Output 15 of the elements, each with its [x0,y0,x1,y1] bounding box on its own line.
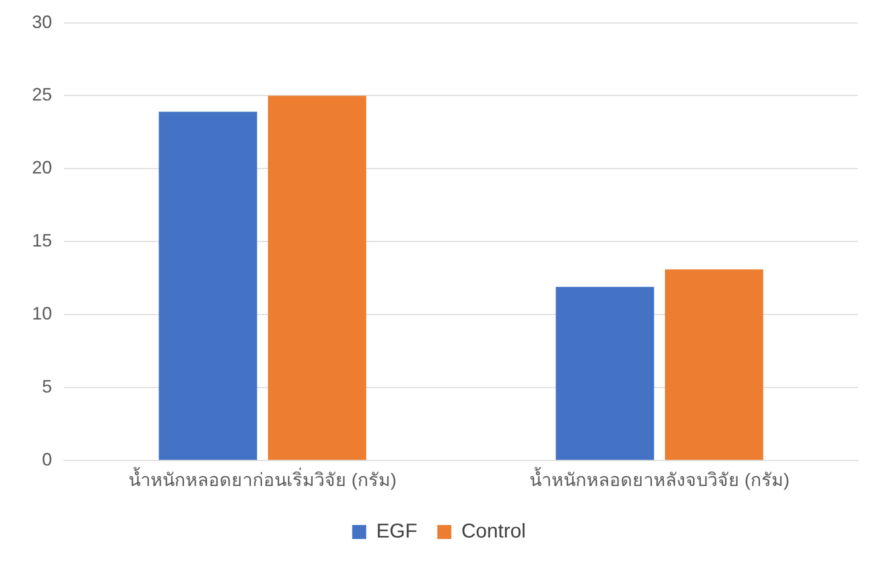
bar [664,269,764,460]
x-tick-label: น้ำหนักหลอดยาก่อนเริ่มวิจัย (กรัม) [128,467,397,490]
legend-label: EGF [376,520,418,543]
y-tick-label: 30 [32,12,52,32]
y-tick-label: 0 [42,449,52,470]
y-tick-label: 20 [32,158,52,178]
y-tick-label: 5 [42,376,52,396]
legend-label: Control [461,520,526,543]
bar [556,286,654,460]
x-tick-label: น้ำหนักหลอดยาหลังจบวิจัย (กรัม) [530,467,790,490]
y-tick-label: 15 [32,230,52,251]
y-tick-label: 10 [32,304,52,324]
y-tick-label: 25 [32,84,52,105]
bar [158,112,258,460]
bar [268,96,366,460]
